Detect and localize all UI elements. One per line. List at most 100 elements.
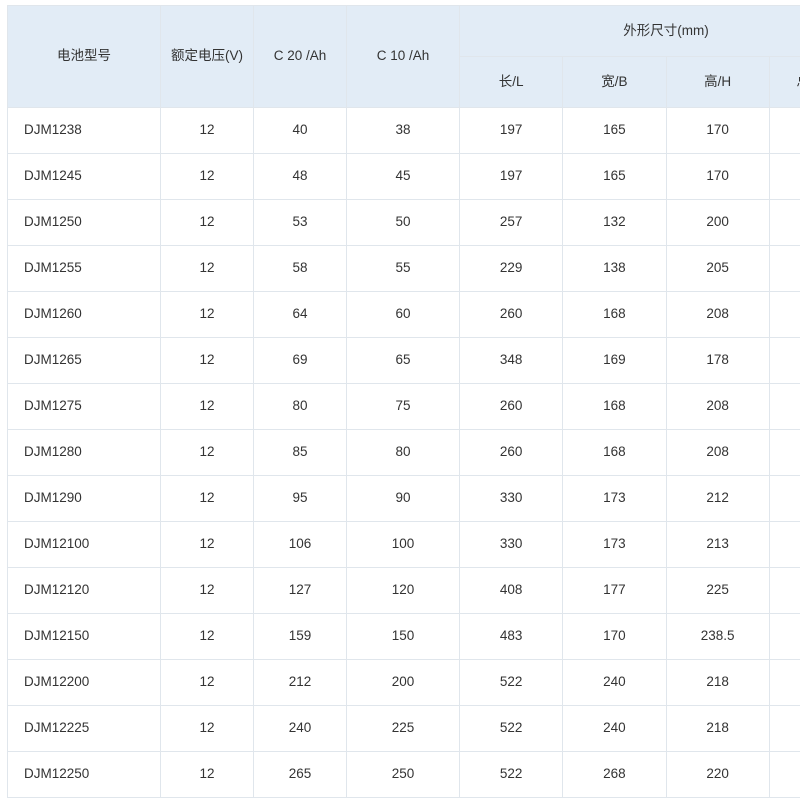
- cell-width: 168: [562, 383, 667, 430]
- table-header: 电池型号 额定电压(V) C 20 /Ah C 10 /Ah 外形尺寸(mm) …: [7, 5, 800, 108]
- cell-total-height: 239: [768, 613, 800, 660]
- cell-c20: 69: [253, 337, 347, 384]
- cell-total-height: 220: [768, 521, 800, 568]
- cell-length: 257: [458, 199, 564, 246]
- cell-width: 173: [562, 475, 667, 522]
- cell-length: 483: [458, 613, 564, 660]
- cell-width: 268: [562, 751, 667, 798]
- cell-total-height: 178: [768, 337, 800, 384]
- table-row: DJM1225012265250522268220226: [7, 751, 800, 798]
- cell-total-height: 200: [768, 199, 800, 246]
- cell-model: DJM1290: [7, 475, 161, 522]
- cell-c10: 100: [346, 521, 460, 568]
- cell-c10: 200: [346, 659, 460, 706]
- column-header-length: 长/L: [458, 56, 564, 108]
- cell-total-height: 170: [768, 107, 800, 154]
- cell-length: 522: [458, 659, 564, 706]
- column-header-c10: C 10 /Ah: [346, 5, 460, 108]
- cell-model: DJM1238: [7, 107, 161, 154]
- cell-height: 178: [665, 337, 770, 384]
- table-row: DJM1245124845197165170170: [7, 153, 800, 200]
- cell-c20: 212: [253, 659, 347, 706]
- cell-model: DJM1250: [7, 199, 161, 246]
- cell-total-height: 224: [768, 705, 800, 752]
- column-header-total-height: 总高/TH: [768, 56, 800, 108]
- cell-model: DJM12150: [7, 613, 161, 660]
- table-row: DJM1255125855229138205211: [7, 245, 800, 292]
- cell-height: 218: [665, 705, 770, 752]
- cell-c10: 150: [346, 613, 460, 660]
- cell-width: 169: [562, 337, 667, 384]
- cell-c10: 75: [346, 383, 460, 430]
- column-header-height: 高/H: [665, 56, 770, 108]
- cell-height: 170: [665, 153, 770, 200]
- cell-model: DJM1265: [7, 337, 161, 384]
- cell-width: 168: [562, 429, 667, 476]
- cell-c10: 45: [346, 153, 460, 200]
- cell-width: 177: [562, 567, 667, 614]
- cell-model: DJM1255: [7, 245, 161, 292]
- table-row: DJM1220012212200522240218224: [7, 659, 800, 706]
- table-row: DJM1222512240225522240218224: [7, 705, 800, 752]
- cell-model: DJM12200: [7, 659, 161, 706]
- cell-height: 212: [665, 475, 770, 522]
- cell-c20: 64: [253, 291, 347, 338]
- cell-length: 197: [458, 153, 564, 200]
- table-row: DJM1250125350257132200200: [7, 199, 800, 246]
- table-row: DJM1265126965348169178178: [7, 337, 800, 384]
- cell-width: 170: [562, 613, 667, 660]
- cell-c20: 53: [253, 199, 347, 246]
- cell-voltage: 12: [160, 475, 254, 522]
- cell-c20: 265: [253, 751, 347, 798]
- cell-c10: 120: [346, 567, 460, 614]
- cell-voltage: 12: [160, 199, 254, 246]
- table-row: DJM1212012127120408177225225: [7, 567, 800, 614]
- cell-height: 205: [665, 245, 770, 292]
- cell-c20: 58: [253, 245, 347, 292]
- cell-c10: 65: [346, 337, 460, 384]
- cell-c10: 50: [346, 199, 460, 246]
- cell-model: DJM12100: [7, 521, 161, 568]
- cell-c20: 48: [253, 153, 347, 200]
- cell-length: 330: [458, 475, 564, 522]
- cell-voltage: 12: [160, 383, 254, 430]
- cell-total-height: 224: [768, 659, 800, 706]
- cell-c20: 159: [253, 613, 347, 660]
- cell-voltage: 12: [160, 291, 254, 338]
- cell-c10: 250: [346, 751, 460, 798]
- header-row-primary: 电池型号 额定电压(V) C 20 /Ah C 10 /Ah 外形尺寸(mm): [7, 5, 800, 108]
- table-row: DJM1238124038197165170170: [7, 107, 800, 154]
- cell-voltage: 12: [160, 429, 254, 476]
- table-body: DJM1238124038197165170170DJM124512484519…: [7, 107, 800, 798]
- column-header-model: 电池型号: [7, 5, 161, 108]
- header-row-secondary: 长/L 宽/B 高/H 总高/TH: [8, 56, 800, 108]
- cell-c20: 80: [253, 383, 347, 430]
- cell-voltage: 12: [160, 245, 254, 292]
- cell-c20: 95: [253, 475, 347, 522]
- cell-width: 240: [562, 659, 667, 706]
- cell-length: 260: [458, 291, 564, 338]
- cell-total-height: 225: [768, 567, 800, 614]
- cell-height: 225: [665, 567, 770, 614]
- table-row: DJM1280128580260168208214: [7, 429, 800, 476]
- cell-voltage: 12: [160, 337, 254, 384]
- cell-c20: 85: [253, 429, 347, 476]
- cell-c10: 80: [346, 429, 460, 476]
- cell-height: 200: [665, 199, 770, 246]
- cell-total-height: 214: [768, 383, 800, 430]
- cell-c20: 106: [253, 521, 347, 568]
- cell-total-height: 170: [768, 153, 800, 200]
- cell-total-height: 214: [768, 291, 800, 338]
- cell-length: 348: [458, 337, 564, 384]
- battery-specification-table: 电池型号 额定电压(V) C 20 /Ah C 10 /Ah 外形尺寸(mm) …: [7, 5, 800, 798]
- cell-width: 168: [562, 291, 667, 338]
- cell-voltage: 12: [160, 613, 254, 660]
- cell-height: 208: [665, 383, 770, 430]
- cell-length: 522: [458, 705, 564, 752]
- cell-total-height: 211: [768, 245, 800, 292]
- cell-voltage: 12: [160, 153, 254, 200]
- cell-total-height: 214: [768, 429, 800, 476]
- cell-voltage: 12: [160, 659, 254, 706]
- table-row: DJM1260126460260168208214: [7, 291, 800, 338]
